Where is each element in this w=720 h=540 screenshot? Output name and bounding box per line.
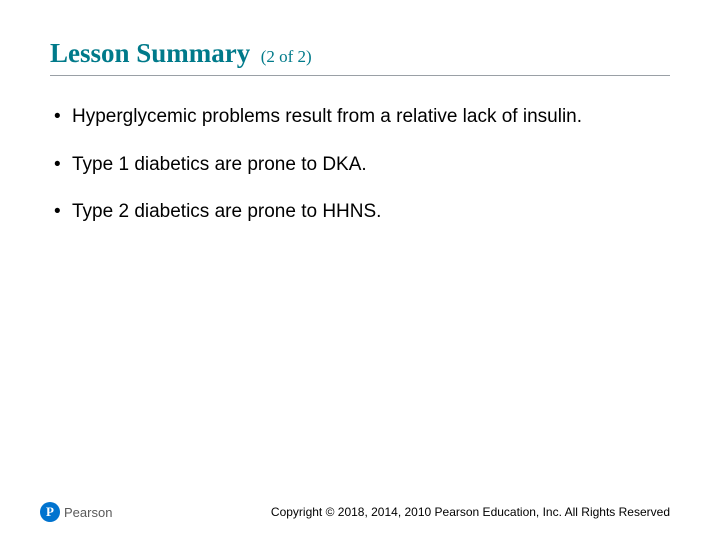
pearson-logo-icon: P	[40, 502, 60, 522]
list-item: Type 2 diabetics are prone to HHNS.	[50, 199, 670, 225]
pearson-logo-text: Pearson	[64, 505, 112, 520]
slide-subtitle: (2 of 2)	[261, 47, 312, 66]
pearson-logo: P Pearson	[40, 502, 112, 522]
footer: P Pearson Copyright © 2018, 2014, 2010 P…	[0, 502, 720, 522]
slide-title: Lesson Summary	[50, 38, 250, 68]
list-item: Type 1 diabetics are prone to DKA.	[50, 152, 670, 178]
slide-container: Lesson Summary (2 of 2) Hyperglycemic pr…	[0, 0, 720, 540]
list-item: Hyperglycemic problems result from a rel…	[50, 104, 670, 130]
copyright-text: Copyright © 2018, 2014, 2010 Pearson Edu…	[271, 505, 670, 519]
title-block: Lesson Summary (2 of 2)	[50, 38, 670, 76]
bullet-list: Hyperglycemic problems result from a rel…	[50, 104, 670, 225]
